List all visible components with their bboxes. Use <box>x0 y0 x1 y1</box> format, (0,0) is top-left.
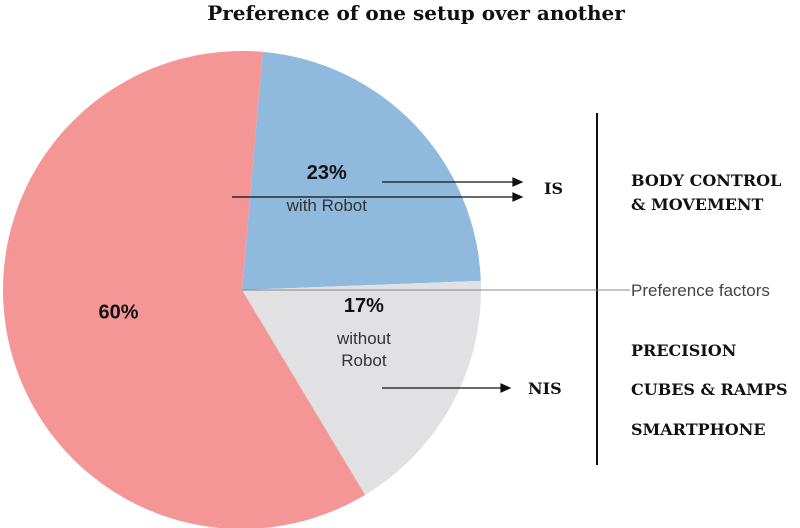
slice-value-label-remaining: 60% <box>99 301 139 323</box>
chart-title: Preference of one setup over another <box>207 1 625 25</box>
category-label-nis: NIS <box>528 379 562 398</box>
slice-name-label-with-robot: with Robot <box>286 196 368 215</box>
slice-name-label-without-robot: Robot <box>341 351 387 370</box>
factor-nis-1: PRECISION <box>631 341 736 360</box>
arrows <box>232 177 524 393</box>
arrowhead <box>512 192 524 202</box>
factor-nis-2: CUBES & RAMPS <box>631 380 788 399</box>
pie-slices <box>3 51 481 528</box>
factor-is-2: & MOVEMENT <box>631 195 764 214</box>
pie-slice-labels: 23% with Robot 17% without Robot 60% <box>99 162 392 370</box>
slice-value-label-without-robot: 17% <box>344 295 384 317</box>
factor-nis-3: SMARTPHONE <box>631 420 766 439</box>
divider-label: Preference factors <box>631 281 770 300</box>
pie-slice-with-robot <box>242 51 481 290</box>
category-label-is: IS <box>544 179 563 198</box>
slice-name-label-without-robot: without <box>336 329 391 348</box>
arrowhead <box>512 177 524 187</box>
pie-slice-without-robot <box>242 280 481 495</box>
factor-is-1: BODY CONTROL <box>631 171 781 190</box>
arrowhead <box>500 383 512 393</box>
slice-value-label-with-robot: 23% <box>307 162 347 184</box>
pie-slice-remaining <box>3 51 366 528</box>
